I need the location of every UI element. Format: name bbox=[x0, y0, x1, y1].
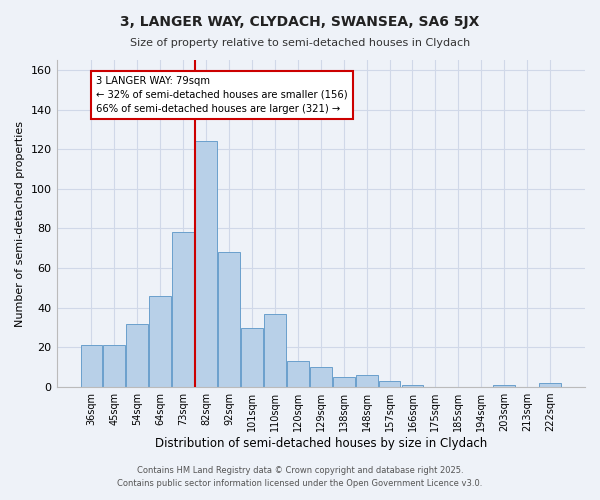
Text: Size of property relative to semi-detached houses in Clydach: Size of property relative to semi-detach… bbox=[130, 38, 470, 48]
Text: Contains HM Land Registry data © Crown copyright and database right 2025.
Contai: Contains HM Land Registry data © Crown c… bbox=[118, 466, 482, 487]
Bar bbox=[401, 385, 424, 387]
Bar bbox=[103, 346, 125, 387]
Bar bbox=[333, 377, 355, 387]
Bar bbox=[195, 142, 217, 387]
Text: 3 LANGER WAY: 79sqm
← 32% of semi-detached houses are smaller (156)
66% of semi-: 3 LANGER WAY: 79sqm ← 32% of semi-detach… bbox=[97, 76, 348, 114]
Bar bbox=[80, 346, 103, 387]
Bar bbox=[127, 324, 148, 387]
Bar bbox=[493, 385, 515, 387]
Bar bbox=[172, 232, 194, 387]
Bar bbox=[310, 368, 332, 387]
X-axis label: Distribution of semi-detached houses by size in Clydach: Distribution of semi-detached houses by … bbox=[155, 437, 487, 450]
Text: 3, LANGER WAY, CLYDACH, SWANSEA, SA6 5JX: 3, LANGER WAY, CLYDACH, SWANSEA, SA6 5JX bbox=[121, 15, 479, 29]
Bar bbox=[149, 296, 171, 387]
Bar bbox=[241, 328, 263, 387]
Bar bbox=[264, 314, 286, 387]
Bar bbox=[287, 362, 309, 387]
Bar bbox=[218, 252, 240, 387]
Bar bbox=[379, 381, 400, 387]
Bar bbox=[539, 383, 561, 387]
Y-axis label: Number of semi-detached properties: Number of semi-detached properties bbox=[15, 120, 25, 326]
Bar bbox=[356, 375, 377, 387]
